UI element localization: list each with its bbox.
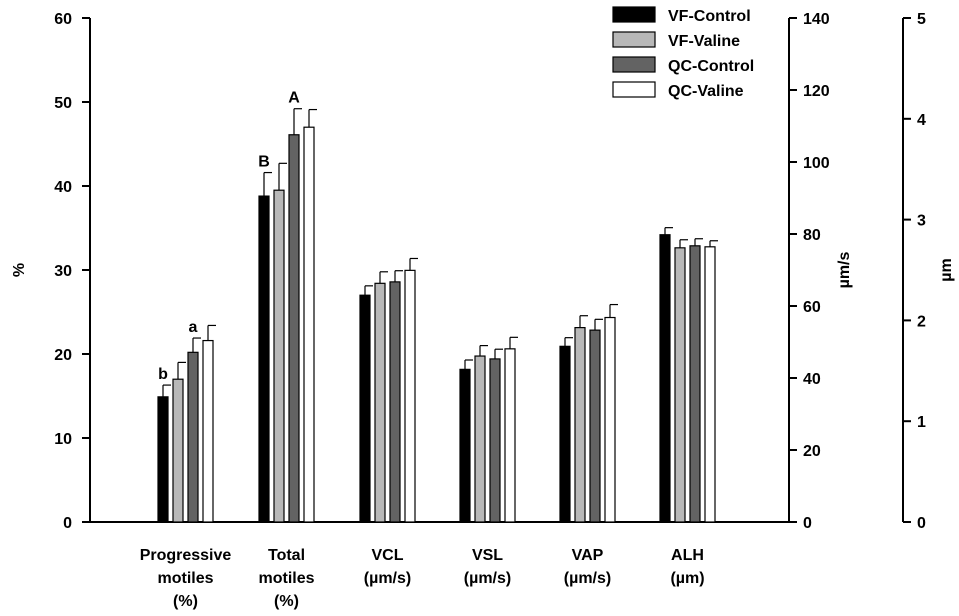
left-axis-tick-label: 0: [63, 515, 72, 532]
right1-axis-tick-label: 140: [803, 11, 830, 28]
category-label: (µm/s): [364, 570, 411, 587]
category-label: (µm/s): [464, 570, 511, 587]
legend-label: QC-Valine: [668, 83, 744, 100]
legend-swatch: [612, 31, 656, 48]
category-label: (%): [274, 593, 299, 610]
right2-axis-tick-label: 2: [917, 313, 926, 330]
bar-qc-valine-4: [604, 316, 616, 523]
category-label: Total: [268, 547, 305, 564]
category-label: VCL: [372, 547, 404, 564]
axes: 0 10 20 30 40 50 60% 0 20 40 60 80 100 120 140 µm/s 0 1 2 3…: [11, 11, 955, 532]
legend-label: VF-Valine: [668, 33, 740, 50]
legend-label: VF-Control: [668, 8, 751, 25]
legend: VF-Control VF-Valine QC-Control QC-Valine: [612, 6, 754, 100]
left-axis-tick-label: 20: [54, 347, 72, 364]
category-label: Progressive: [140, 547, 232, 564]
bar-qc-valine-3: [504, 348, 516, 523]
left-axis-label: %: [11, 263, 28, 277]
bar-vf-control-2: [359, 294, 371, 523]
category-label: motiles: [157, 570, 213, 587]
right1-axis-tick-label: 20: [803, 443, 821, 460]
category-label: (µm): [670, 570, 704, 587]
significance-label: A: [288, 90, 300, 107]
bar-vf-valine-4: [574, 327, 586, 523]
right2-axis-tick-label: 0: [917, 515, 926, 532]
bar-qc-control-2: [389, 281, 401, 523]
bar-qc-control-1: [288, 134, 300, 523]
legend-swatch: [612, 56, 656, 73]
right1-axis-tick-label: 60: [803, 299, 821, 316]
significance-label: B: [258, 154, 270, 171]
bar-vf-valine-1: [273, 189, 285, 523]
category-label: (µm/s): [564, 570, 611, 587]
bar-vf-control-0: [157, 396, 169, 523]
legend-label: QC-Control: [668, 58, 754, 75]
bar-vf-control-4: [559, 345, 571, 523]
category-label: motiles: [258, 570, 314, 587]
left-axis-tick-label: 30: [54, 263, 72, 280]
category-label: VAP: [572, 547, 604, 564]
bar-qc-valine-0: [202, 339, 214, 523]
bar-vf-valine-0: [172, 378, 184, 523]
right2-axis-tick-label: 1: [917, 414, 926, 431]
right1-axis-tick-label: 40: [803, 371, 821, 388]
category-label: (%): [173, 593, 198, 610]
bar-vf-valine-5: [674, 247, 686, 523]
right2-axis-tick-label: 5: [917, 11, 926, 28]
bar-qc-control-4: [589, 329, 601, 523]
significance-label: b: [158, 366, 168, 383]
right1-axis-tick-label: 100: [803, 155, 830, 172]
bar-qc-valine-5: [704, 246, 716, 523]
bar-qc-control-5: [689, 245, 701, 523]
labels: Progressive motiles (%) Total motiles (%) VCL (…: [140, 90, 705, 610]
bar-vf-control-1: [258, 195, 270, 523]
right1-axis-tick-label: 0: [803, 515, 812, 532]
right1-axis-label: µm/s: [836, 252, 853, 289]
left-axis-tick-label: 50: [54, 95, 72, 112]
right2-axis-tick-label: 4: [917, 112, 926, 129]
category-label: VSL: [472, 547, 503, 564]
legend-swatch: [612, 6, 656, 23]
bar-vf-control-3: [459, 368, 471, 523]
bar-qc-valine-2: [404, 269, 416, 523]
bar-qc-control-3: [489, 358, 501, 523]
bar-vf-control-5: [659, 234, 671, 523]
right2-axis-label: µm: [938, 258, 955, 281]
left-axis-tick-label: 60: [54, 11, 72, 28]
right1-axis-tick-label: 120: [803, 83, 830, 100]
left-axis-tick-label: 40: [54, 179, 72, 196]
bar-qc-control-0: [187, 351, 199, 523]
bars: [157, 108, 718, 523]
bar-vf-valine-2: [374, 282, 386, 523]
right2-axis-tick-label: 3: [917, 213, 926, 230]
right1-axis-tick-label: 80: [803, 227, 821, 244]
left-axis-tick-label: 10: [54, 431, 72, 448]
bar-vf-valine-3: [474, 355, 486, 523]
significance-label: a: [189, 319, 198, 336]
category-label: ALH: [671, 547, 704, 564]
bar-qc-valine-1: [303, 126, 315, 523]
legend-swatch: [612, 81, 656, 98]
